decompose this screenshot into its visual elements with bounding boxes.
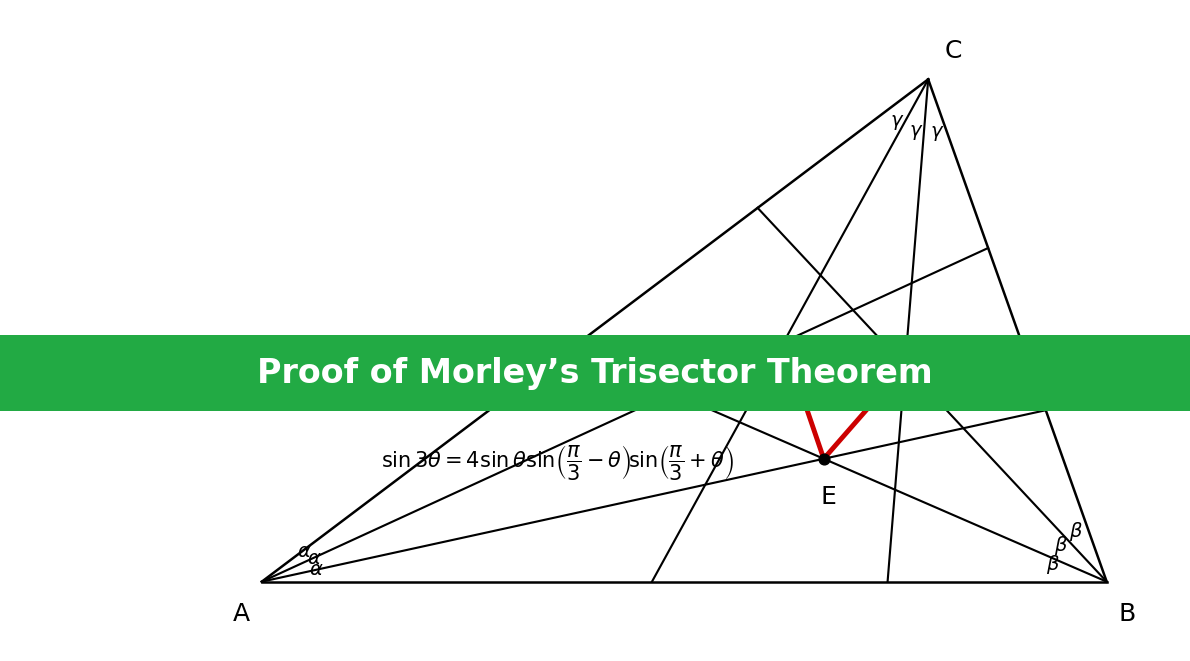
Text: $\alpha$: $\alpha$: [298, 541, 312, 561]
Text: $\gamma$: $\gamma$: [929, 124, 944, 143]
Text: C: C: [945, 39, 962, 63]
Text: $\beta$: $\beta$: [1046, 553, 1059, 576]
Text: $\sin 3\theta = 4\sin\theta\sin\!\left(\dfrac{\pi}{3} - \theta\right)\!\sin\!\le: $\sin 3\theta = 4\sin\theta\sin\!\left(\…: [381, 443, 734, 483]
Text: $\gamma$: $\gamma$: [909, 123, 923, 141]
Point: [775, 336, 794, 347]
Text: $\alpha$: $\alpha$: [307, 549, 321, 568]
Text: A: A: [233, 602, 250, 626]
Point: [814, 453, 833, 464]
Text: Proof of Morley’s Trisector Theorem: Proof of Morley’s Trisector Theorem: [257, 357, 933, 390]
Text: $\gamma$: $\gamma$: [890, 112, 904, 132]
Text: $\alpha$: $\alpha$: [309, 560, 324, 579]
Text: $\beta$: $\beta$: [1054, 534, 1067, 557]
Text: B: B: [1119, 602, 1135, 626]
Text: E: E: [821, 485, 837, 509]
Point: [896, 360, 915, 371]
Text: $\beta$: $\beta$: [1069, 520, 1083, 543]
Bar: [0, 335, 1190, 411]
